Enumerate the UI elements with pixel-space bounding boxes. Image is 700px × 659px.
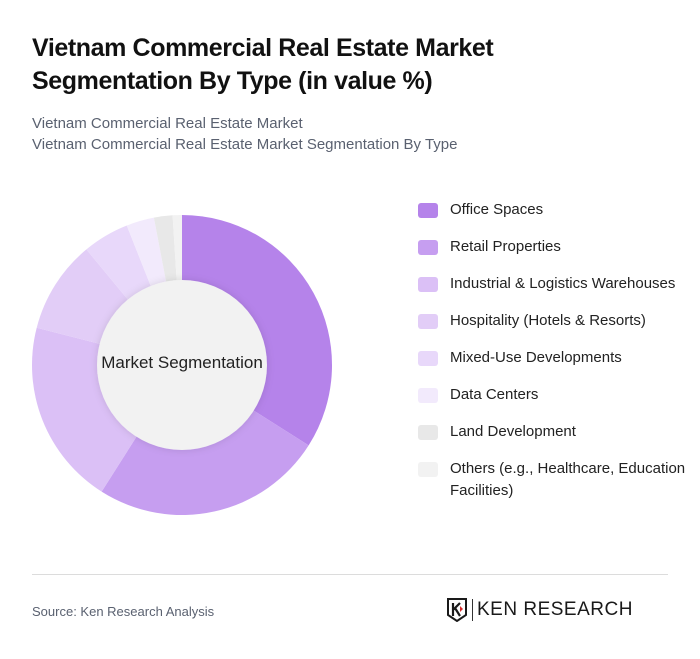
ken-research-logo: KEN RESEARCH (447, 598, 633, 622)
subtitle-line-2: Vietnam Commercial Real Estate Market Se… (32, 136, 458, 153)
legend-swatch (418, 425, 438, 440)
donut-hole (97, 280, 267, 450)
source-text: Source: Ken Research Analysis (32, 604, 215, 619)
legend-label: Mixed-Use Developments (450, 349, 622, 366)
legend-label: Office Spaces (450, 201, 544, 218)
divider (32, 574, 668, 575)
logo-text: KEN RESEARCH (477, 599, 633, 620)
legend-label: Industrial & Logistics Warehouses (450, 275, 676, 292)
legend-label: Data Centers (450, 386, 539, 403)
legend-item: Retail Properties (418, 236, 688, 258)
legend-item: Office Spaces (418, 199, 688, 221)
legend: Office Spaces Retail Properties Industrial… (418, 199, 688, 517)
donut-center-label: Market Segmentation (101, 353, 263, 372)
legend-item: Mixed-Use Developments (418, 347, 688, 369)
legend-label: Retail Properties (450, 238, 561, 255)
legend-item: Land Development (418, 421, 688, 443)
legend-swatch (418, 240, 438, 255)
legend-swatch (418, 314, 438, 329)
subtitle-line-1: Vietnam Commercial Real Estate Market (32, 115, 303, 132)
legend-swatch (418, 203, 438, 218)
page-title: Vietnam Commercial Real Estate Market Se… (32, 34, 494, 95)
legend-label: Hospitality (Hotels & Resorts) (450, 312, 646, 329)
donut-chart (32, 215, 333, 515)
legend-swatch (418, 351, 438, 366)
legend-item: Hospitality (Hotels & Resorts) (418, 310, 688, 332)
legend-item: Industrial & Logistics Warehouses (418, 273, 688, 295)
legend-label: Land Development (450, 423, 576, 440)
subtitle: Vietnam Commercial Real Estate Market Vi… (32, 113, 457, 155)
legend-label: Others (e.g., Healthcare, Education Faci… (450, 460, 686, 499)
legend-item: Data Centers (418, 384, 688, 406)
legend-swatch (418, 388, 438, 403)
legend-swatch (418, 462, 438, 477)
legend-swatch (418, 277, 438, 292)
ken-logo-icon (447, 598, 467, 622)
logo-separator (472, 599, 473, 621)
legend-item: Others (e.g., Healthcare, Education Faci… (418, 458, 688, 502)
